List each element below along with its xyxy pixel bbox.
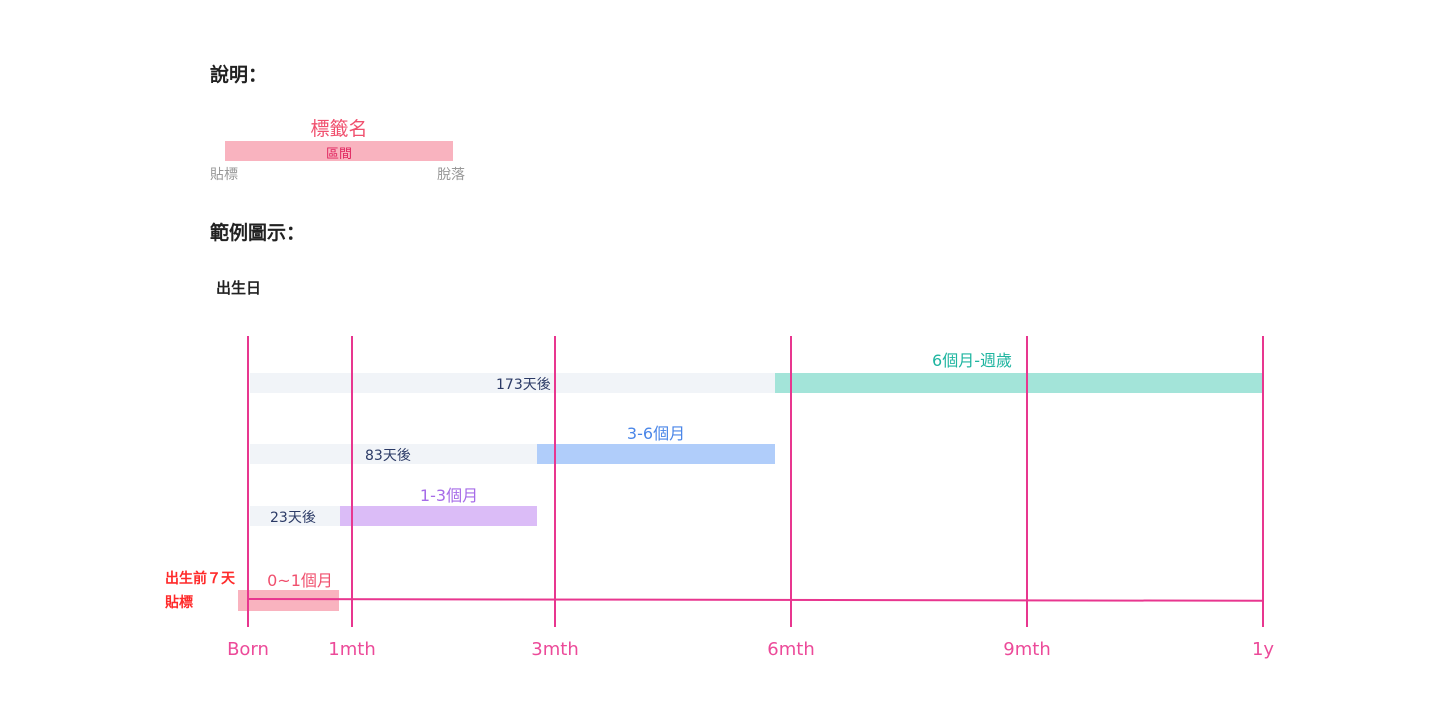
label-3-6m: 3-6個月 (626, 424, 686, 443)
tick-3mth: 3mth (531, 639, 579, 660)
legend-bar (225, 141, 453, 161)
axis-line-0 (247, 336, 249, 627)
label-1-3m: 1-3個月 (419, 486, 479, 505)
offset-bar-row3 (250, 506, 340, 526)
label-6-12m: 6個月-週歲 (932, 351, 1012, 370)
label-0-1m: 0~1個月 (267, 571, 333, 590)
offset-bar-row2 (250, 444, 537, 464)
legend-attach: 貼標 (210, 167, 238, 183)
tick-1mth: 1mth (328, 639, 376, 660)
legend-tag-name: 標籤名 (310, 118, 368, 140)
interval-bar-1-3m (340, 506, 537, 526)
pre-birth-attach: 貼標 (165, 595, 193, 611)
interval-bar-0-1m (238, 590, 339, 611)
tick-1y: 1y (1251, 639, 1275, 660)
offset-83: 83天後 (365, 448, 411, 464)
example-title: 範例圖示： (210, 222, 306, 244)
axis-line-1 (351, 336, 353, 627)
tick-born: Born (227, 639, 269, 660)
legend-interval: 區間 (325, 147, 353, 162)
tick-9mth: 9mth (1003, 639, 1051, 660)
axis-line-5 (1262, 336, 1264, 627)
interval-bar-6-12m (775, 373, 1263, 393)
legend-detach: 脫落 (437, 167, 465, 183)
offset-173: 173天後 (496, 377, 551, 393)
tick-6mth: 6mth (767, 639, 815, 660)
timeline-axis (247, 598, 1265, 602)
axis-line-2 (554, 336, 556, 627)
offset-23: 23天後 (270, 510, 316, 526)
axis-line-3 (790, 336, 792, 627)
legend-title: 說明： (210, 64, 268, 86)
interval-bar-3-6m (537, 444, 775, 464)
birth-label: 出生日 (216, 279, 262, 297)
axis-line-4 (1026, 336, 1028, 627)
pre-birth-label: 出生前７天 (165, 571, 235, 587)
offset-bar-row1 (250, 373, 775, 393)
